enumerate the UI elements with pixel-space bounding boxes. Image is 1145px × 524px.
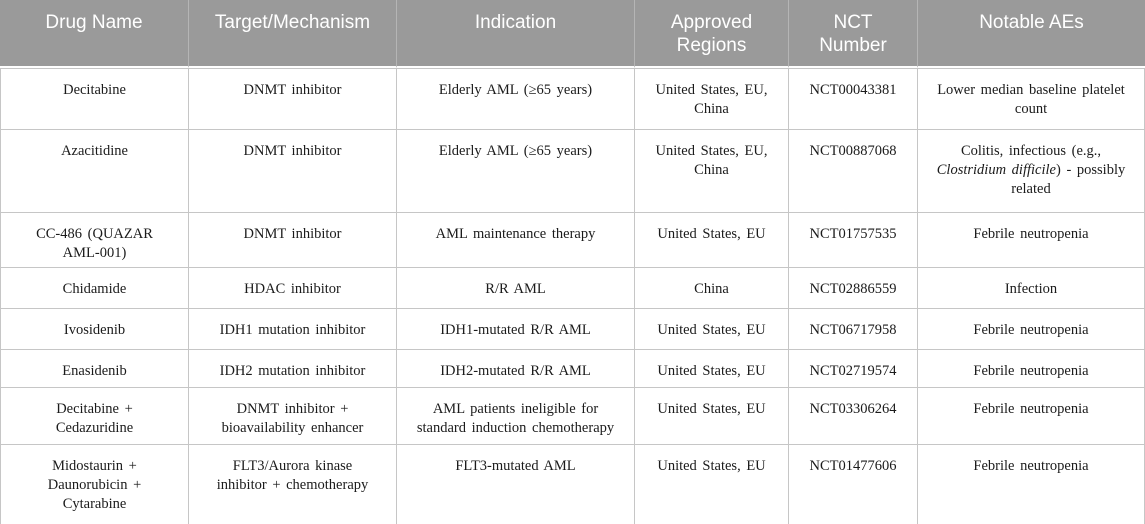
table-row: CC-486 (QUAZAR AML-001) DNMT inhibitor AML…: [0, 213, 1145, 268]
cell-target-mechanism: HDAC inhibitor: [189, 268, 397, 309]
cell-drug-name: Enasidenib: [0, 350, 189, 388]
cell-drug-name: Decitabine + Cedazuridine: [0, 388, 189, 445]
cell-drug-name: Chidamide: [0, 268, 189, 309]
cell-nct-number: NCT06717958: [789, 309, 918, 350]
text-segment: ) - possibly related: [1011, 162, 1126, 197]
cell-approved-regions: United States, EU: [635, 309, 789, 350]
table-body: Decitabine DNMT inhibitor Elderly AML (≥65…: [0, 68, 1145, 524]
table-header: Drug Name Target/Mechanism Indication Appro…: [0, 0, 1145, 68]
cell-notable-aes: Infection: [918, 268, 1145, 309]
cell-indication: IDH1-mutated R/R AML: [397, 309, 635, 350]
table-row: Ivosidenib IDH1 mutation inhibitor IDH1-mu…: [0, 309, 1145, 350]
column-header-approved-regions: Approved Regions: [635, 0, 789, 68]
cell-indication: Elderly AML (≥65 years): [397, 68, 635, 130]
cell-nct-number: NCT00887068: [789, 130, 918, 213]
cell-notable-aes: Febrile neutropenia: [918, 213, 1145, 268]
cell-target-mechanism: DNMT inhibitor: [189, 130, 397, 213]
cell-indication: AML patients ineligible for standard ind…: [397, 388, 635, 445]
cell-notable-aes: Febrile neutropenia: [918, 309, 1145, 350]
cell-target-mechanism: DNMT inhibitor: [189, 68, 397, 130]
cell-drug-name: Azacitidine: [0, 130, 189, 213]
column-header-drug-name: Drug Name: [0, 0, 189, 68]
column-header-nct-number: NCT Number: [789, 0, 918, 68]
cell-approved-regions: United States, EU: [635, 350, 789, 388]
cell-drug-name: Decitabine: [0, 68, 189, 130]
table-row: Enasidenib IDH2 mutation inhibitor IDH2-mu…: [0, 350, 1145, 388]
cell-drug-name: Midostaurin + Daunorubicin + Cytarabine: [0, 445, 189, 524]
cell-approved-regions: United States, EU, China: [635, 130, 789, 213]
cell-nct-number: NCT03306264: [789, 388, 918, 445]
cell-approved-regions: United States, EU, China: [635, 68, 789, 130]
table-row: Azacitidine DNMT inhibitor Elderly AML (≥6…: [0, 130, 1145, 213]
cell-approved-regions: United States, EU: [635, 213, 789, 268]
cell-notable-aes: Febrile neutropenia: [918, 445, 1145, 524]
column-header-target-mechanism: Target/Mechanism: [189, 0, 397, 68]
cell-approved-regions: China: [635, 268, 789, 309]
cell-indication: R/R AML: [397, 268, 635, 309]
cell-indication: FLT3-mutated AML: [397, 445, 635, 524]
cell-notable-aes: Lower median baseline platelet count: [918, 68, 1145, 130]
table-row: Decitabine + Cedazuridine DNMT inhibitor …: [0, 388, 1145, 445]
cell-nct-number: NCT00043381: [789, 68, 918, 130]
cell-notable-aes: Colitis, infectious (e.g., Clostridium d…: [918, 130, 1145, 213]
cell-target-mechanism: IDH1 mutation inhibitor: [189, 309, 397, 350]
cell-indication: AML maintenance therapy: [397, 213, 635, 268]
cell-approved-regions: United States, EU: [635, 388, 789, 445]
cell-target-mechanism: DNMT inhibitor: [189, 213, 397, 268]
table-row: Decitabine DNMT inhibitor Elderly AML (≥65…: [0, 68, 1145, 130]
cell-indication: Elderly AML (≥65 years): [397, 130, 635, 213]
cell-nct-number: NCT02886559: [789, 268, 918, 309]
column-header-indication: Indication: [397, 0, 635, 68]
cell-indication: IDH2-mutated R/R AML: [397, 350, 635, 388]
cell-nct-number: NCT01757535: [789, 213, 918, 268]
cell-nct-number: NCT01477606: [789, 445, 918, 524]
cell-nct-number: NCT02719574: [789, 350, 918, 388]
cell-target-mechanism: DNMT inhibitor + bioavailability enhance…: [189, 388, 397, 445]
cell-approved-regions: United States, EU: [635, 445, 789, 524]
table-row: Chidamide HDAC inhibitor R/R AML China NCT02…: [0, 268, 1145, 309]
table-row: Midostaurin + Daunorubicin + Cytarabine F…: [0, 445, 1145, 524]
cell-drug-name: CC-486 (QUAZAR AML-001): [0, 213, 189, 268]
cell-notable-aes: Febrile neutropenia: [918, 388, 1145, 445]
cell-target-mechanism: IDH2 mutation inhibitor: [189, 350, 397, 388]
text-segment: Colitis, infectious (e.g.,: [960, 143, 1102, 159]
cell-drug-name: Ivosidenib: [0, 309, 189, 350]
cell-notable-aes: Febrile neutropenia: [918, 350, 1145, 388]
italic-text-segment: Clostridium difficile: [936, 162, 1056, 178]
table-header-row: Drug Name Target/Mechanism Indication Appro…: [0, 0, 1145, 68]
cell-target-mechanism: FLT3/Aurora kinase inhibitor + chemother…: [189, 445, 397, 524]
column-header-notable-aes: Notable AEs: [918, 0, 1145, 68]
